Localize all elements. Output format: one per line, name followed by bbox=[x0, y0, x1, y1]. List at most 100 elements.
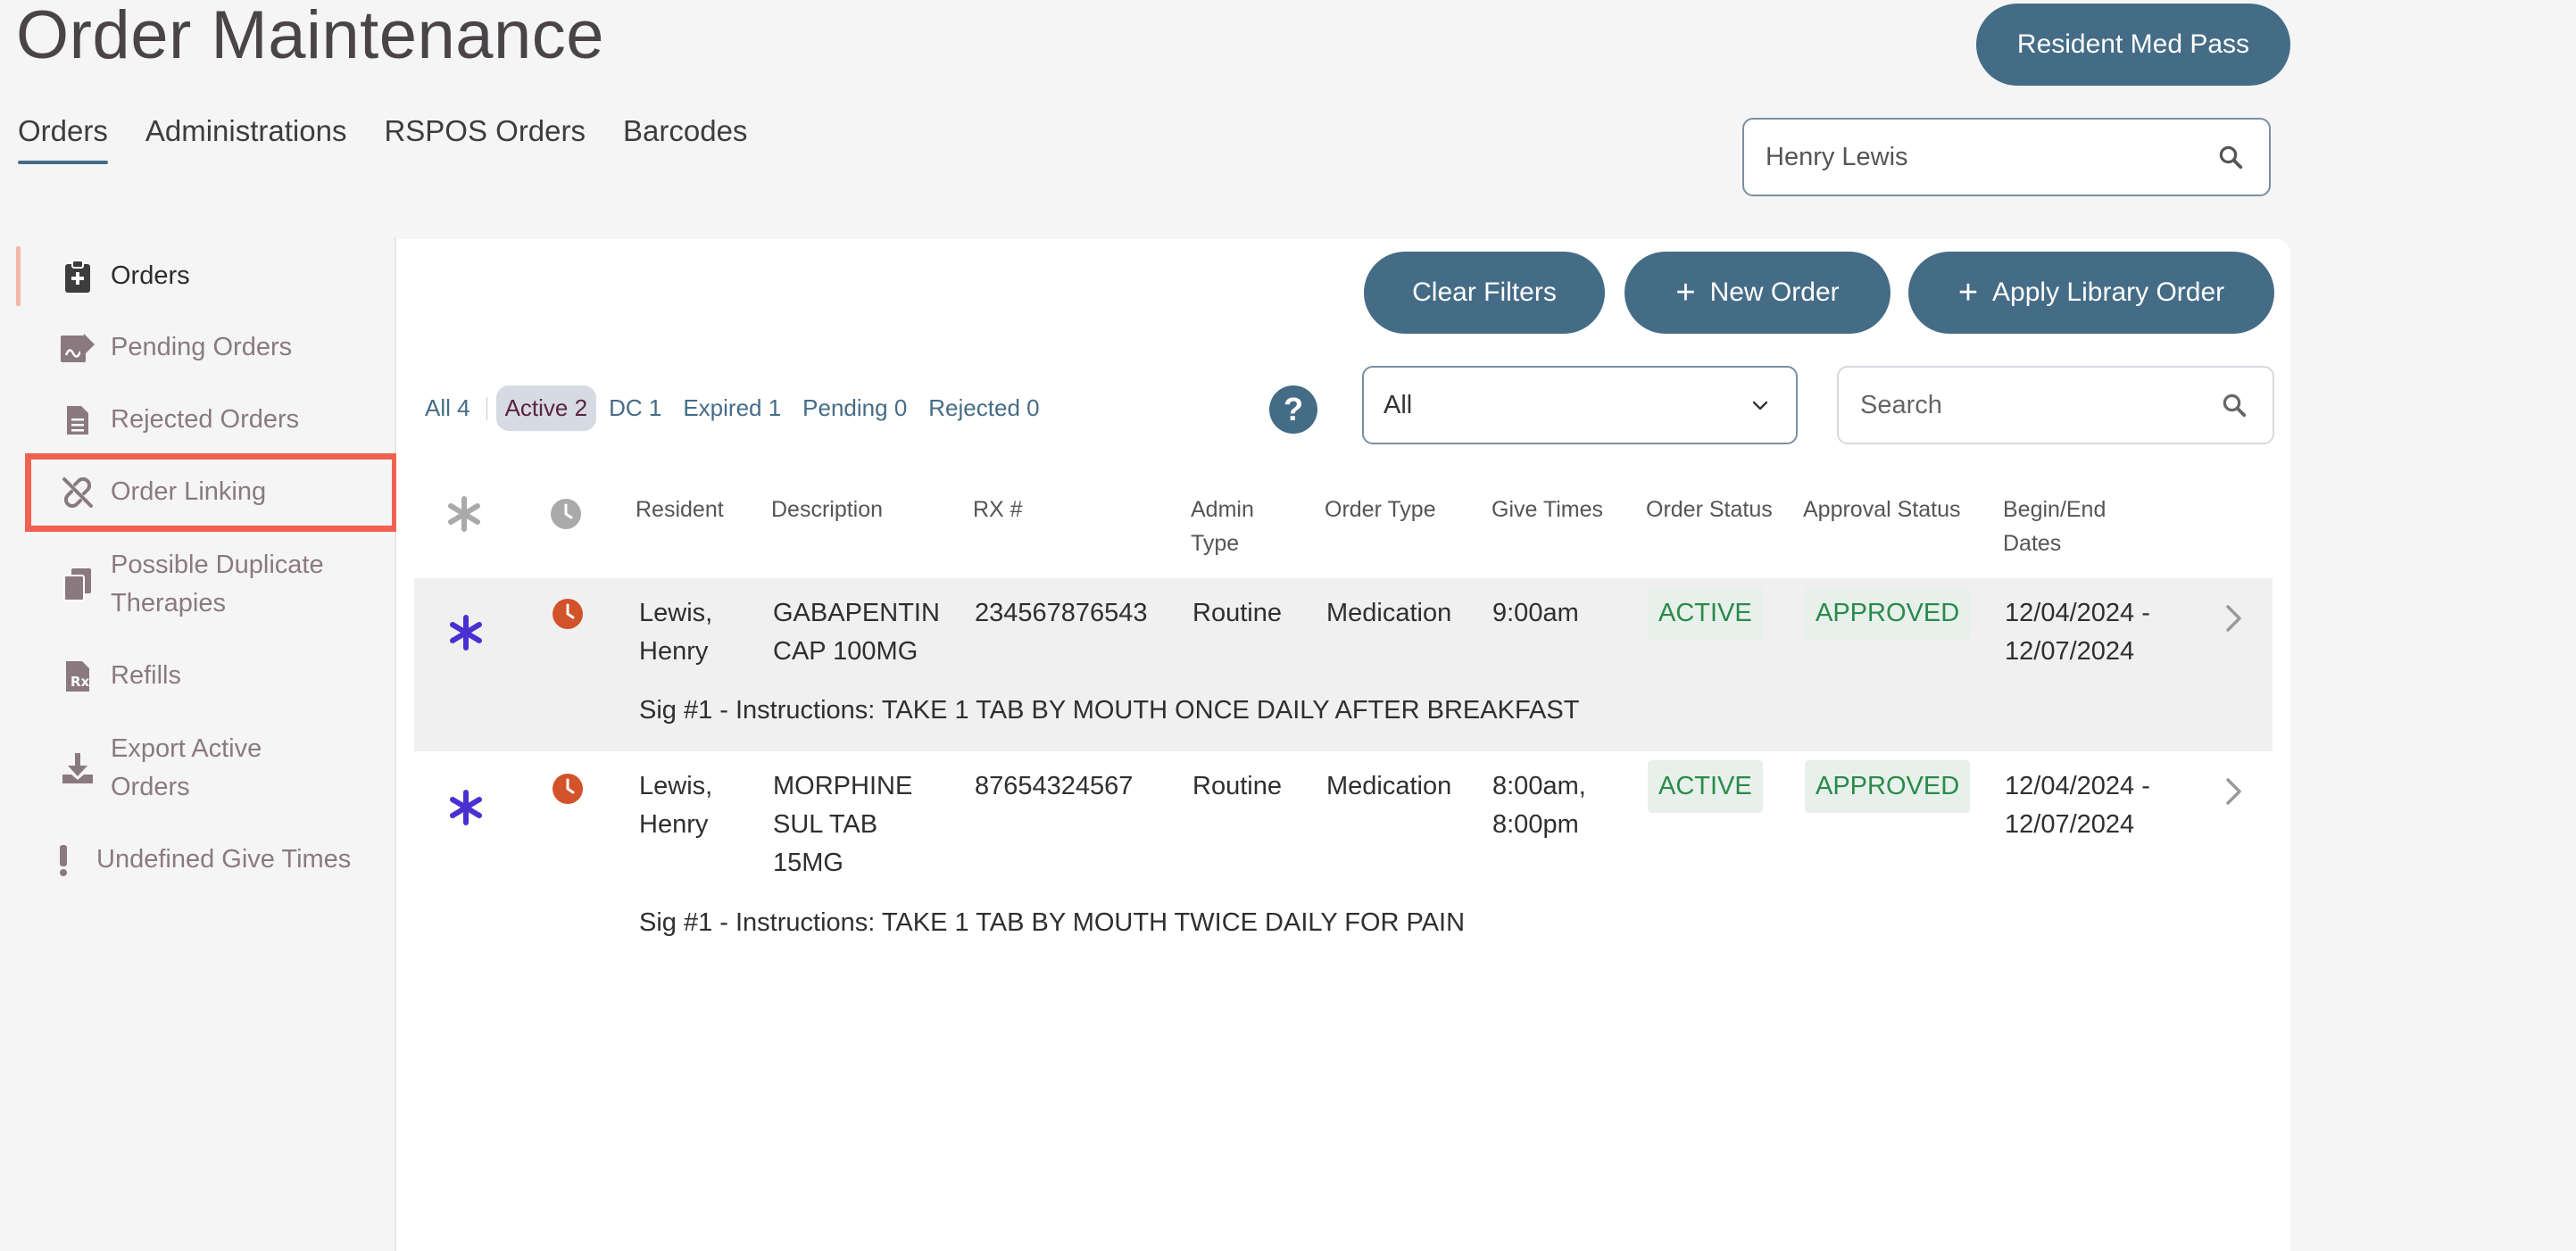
sidebar-item-label: Refills bbox=[111, 661, 181, 690]
unlink-icon bbox=[55, 476, 100, 510]
description-line: SUL TAB bbox=[773, 810, 878, 839]
admin-type-cell: Routine bbox=[1192, 772, 1282, 800]
rx-cell: 234567876543 bbox=[975, 599, 1148, 627]
asterisk-icon[interactable] bbox=[446, 496, 482, 532]
column-dates-line2: Dates bbox=[2003, 531, 2062, 556]
orders-search bbox=[1837, 366, 2274, 444]
order-status-badge: ACTIVE bbox=[1648, 760, 1763, 813]
search-icon[interactable] bbox=[2221, 392, 2248, 418]
column-approval-status[interactable]: Approval Status bbox=[1803, 497, 1961, 522]
column-resident[interactable]: Resident bbox=[636, 497, 724, 522]
give-time: 8:00am, bbox=[1492, 772, 1586, 800]
sidebar-item-orders[interactable]: Orders bbox=[16, 246, 395, 306]
plus-icon: + bbox=[1675, 274, 1696, 311]
status-filter-tabs: All 4 Active 2 DC 1 Expired 1 Pending 0 … bbox=[423, 385, 1052, 431]
sidebar-item-pending-orders[interactable]: Pending Orders bbox=[16, 328, 395, 367]
approval-status-badge: APPROVED bbox=[1805, 760, 1971, 813]
filter-dc[interactable]: DC 1 bbox=[609, 394, 662, 421]
filter-all[interactable]: All 4 bbox=[425, 394, 470, 421]
column-admin-type-line1: Admin bbox=[1191, 497, 1254, 522]
rx-cell: 87654324567 bbox=[975, 772, 1134, 800]
admin-type-cell: Routine bbox=[1192, 599, 1282, 627]
end-date: 12/07/2024 bbox=[2005, 810, 2135, 839]
description-line: GABAPENTIN bbox=[773, 599, 940, 627]
clear-filters-label: Clear Filters bbox=[1412, 278, 1557, 307]
dates-cell: 12/04/2024 - 12/07/2024 bbox=[2005, 594, 2150, 671]
exclamation-icon bbox=[41, 843, 86, 877]
clipboard-plus-icon bbox=[55, 259, 100, 294]
description-cell: GABAPENTIN CAP 100MG bbox=[773, 594, 940, 671]
resident-first-name: Henry bbox=[639, 637, 709, 666]
resident-search bbox=[1742, 118, 2271, 196]
filter-active[interactable]: Active 2 bbox=[495, 385, 597, 431]
sidebar-item-refills[interactable]: Rx Refills bbox=[16, 657, 395, 695]
rx-document-icon: Rx bbox=[55, 659, 100, 693]
description-line: CAP 100MG bbox=[773, 637, 918, 666]
end-date: 12/07/2024 bbox=[2005, 637, 2135, 666]
table-header: Resident Description RX # Admin Type Ord… bbox=[414, 482, 2273, 562]
filter-pending[interactable]: Pending 0 bbox=[802, 394, 908, 421]
table-row[interactable]: Lewis, Henry GABAPENTIN CAP 100MG 234567… bbox=[414, 578, 2273, 751]
description-cell: MORPHINE SUL TAB 15MG bbox=[773, 767, 912, 882]
sig-instructions: Sig #1 - Instructions: TAKE 1 TAB BY MOU… bbox=[639, 908, 1466, 937]
resident-cell: Lewis, Henry bbox=[639, 767, 712, 844]
chevron-right-icon[interactable] bbox=[2224, 603, 2244, 634]
order-status-badge: ACTIVE bbox=[1648, 587, 1763, 640]
apply-library-order-label: Apply Library Order bbox=[1992, 278, 2225, 307]
help-icon[interactable]: ? bbox=[1269, 385, 1317, 434]
resident-search-input[interactable] bbox=[1764, 141, 2187, 173]
sidebar-item-label: Export Active Orders bbox=[111, 734, 262, 801]
orders-search-input[interactable] bbox=[1858, 389, 2201, 421]
chevron-right-icon[interactable] bbox=[2224, 776, 2244, 807]
give-times-cell: 9:00am bbox=[1492, 599, 1579, 627]
status-select-value: All bbox=[1384, 390, 1413, 419]
svg-text:Rx: Rx bbox=[71, 674, 90, 690]
column-description[interactable]: Description bbox=[771, 497, 884, 522]
sidebar-item-rejected-orders[interactable]: Rejected Orders bbox=[16, 401, 395, 439]
download-icon bbox=[55, 751, 100, 785]
description-line: MORPHINE bbox=[773, 772, 913, 800]
column-rx[interactable]: RX # bbox=[973, 497, 1023, 522]
resident-cell: Lewis, Henry bbox=[639, 594, 712, 671]
chevron-down-icon bbox=[1752, 401, 1768, 410]
filter-divider bbox=[486, 396, 487, 420]
clear-filters-button[interactable]: Clear Filters bbox=[1364, 252, 1605, 334]
clock-icon[interactable] bbox=[550, 498, 582, 530]
begin-date: 12/04/2024 - bbox=[2005, 599, 2150, 627]
description-line: 15MG bbox=[773, 849, 843, 877]
signature-icon bbox=[55, 332, 100, 364]
sidebar-item-label: Possible Duplicate Therapies bbox=[111, 551, 324, 617]
filter-rejected[interactable]: Rejected 0 bbox=[928, 394, 1040, 421]
status-select[interactable]: All bbox=[1362, 366, 1798, 444]
sidebar-item-export-active-orders[interactable]: Export Active Orders bbox=[16, 730, 395, 807]
filter-expired[interactable]: Expired 1 bbox=[683, 394, 782, 421]
tab-administrations[interactable]: Administrations bbox=[145, 114, 347, 147]
resident-med-pass-button[interactable]: Resident Med Pass bbox=[1976, 4, 2290, 86]
column-dates[interactable]: Begin/End Dates bbox=[2003, 493, 2106, 560]
sidebar-item-possible-duplicate-therapies[interactable]: Possible Duplicate Therapies bbox=[16, 546, 395, 623]
asterisk-icon bbox=[448, 598, 484, 660]
clock-icon bbox=[553, 774, 583, 804]
resident-last-name: Lewis, bbox=[639, 772, 713, 800]
asterisk-icon bbox=[448, 773, 484, 835]
orders-panel: Clear Filters + New Order + Apply Librar… bbox=[396, 239, 2290, 1251]
document-icon bbox=[55, 404, 100, 436]
tab-rspos-orders[interactable]: RSPOS Orders bbox=[384, 114, 586, 147]
new-order-button[interactable]: + New Order bbox=[1625, 252, 1890, 334]
tab-barcodes[interactable]: Barcodes bbox=[623, 114, 748, 147]
column-order-type[interactable]: Order Type bbox=[1325, 497, 1436, 522]
table-row[interactable]: Lewis, Henry MORPHINE SUL TAB 15MG 87654… bbox=[414, 751, 2273, 937]
resident-first-name: Henry bbox=[639, 810, 709, 839]
tab-orders[interactable]: Orders bbox=[18, 114, 108, 164]
sidebar-item-undefined-give-times[interactable]: Undefined Give Times bbox=[16, 841, 395, 879]
column-give-times[interactable]: Give Times bbox=[1492, 497, 1604, 522]
column-order-status[interactable]: Order Status bbox=[1646, 497, 1773, 522]
sidebar-item-order-linking[interactable]: Order Linking bbox=[16, 473, 395, 511]
sig-instructions: Sig #1 - Instructions: TAKE 1 TAB BY MOU… bbox=[639, 696, 1580, 725]
new-order-label: New Order bbox=[1709, 278, 1840, 307]
begin-date: 12/04/2024 - bbox=[2005, 772, 2150, 800]
apply-library-order-button[interactable]: + Apply Library Order bbox=[1908, 252, 2274, 334]
column-admin-type[interactable]: Admin Type bbox=[1191, 493, 1254, 560]
sidebar-item-label: Undefined Give Times bbox=[96, 845, 352, 874]
search-icon[interactable] bbox=[2217, 144, 2244, 170]
